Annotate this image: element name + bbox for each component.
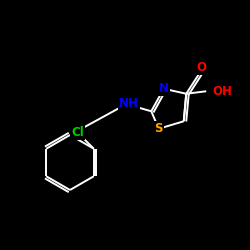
Text: O: O: [196, 61, 206, 74]
Text: S: S: [154, 122, 163, 135]
Text: OH: OH: [212, 85, 233, 98]
Text: Cl: Cl: [71, 126, 84, 139]
Text: NH: NH: [119, 97, 139, 110]
Text: N: N: [159, 82, 169, 95]
